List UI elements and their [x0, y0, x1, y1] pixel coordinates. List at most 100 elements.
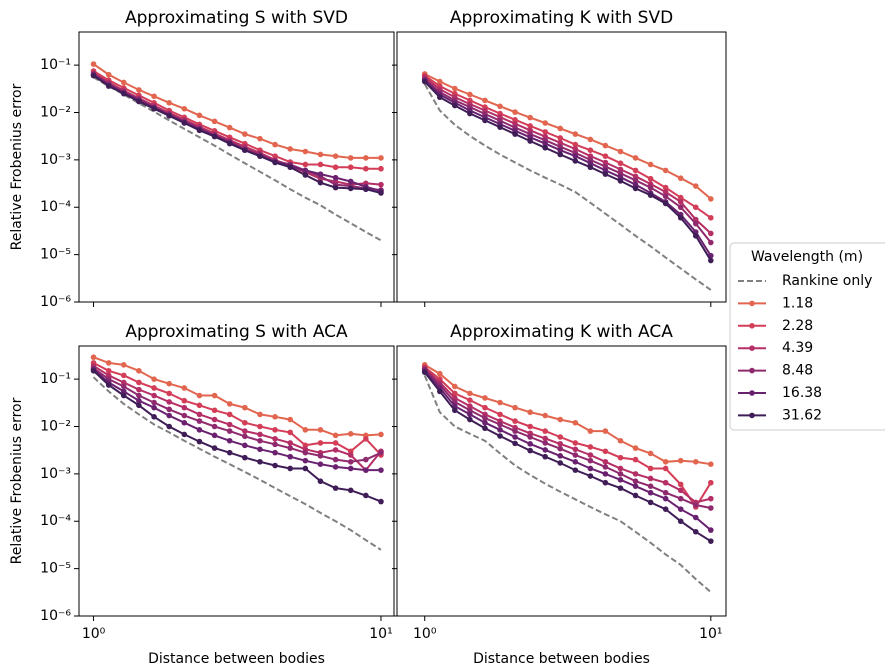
point — [512, 418, 518, 424]
point — [437, 94, 443, 101]
point — [708, 196, 714, 202]
point — [317, 171, 324, 177]
point — [512, 404, 518, 411]
point — [632, 478, 639, 485]
y-tick-label: 10⁻¹ — [40, 371, 71, 387]
point — [617, 170, 624, 177]
point — [647, 175, 654, 182]
series — [90, 366, 384, 473]
point — [677, 457, 684, 464]
point — [226, 411, 233, 418]
point — [467, 403, 473, 409]
point — [708, 461, 714, 467]
point — [587, 164, 594, 171]
point — [181, 419, 188, 426]
series — [90, 365, 384, 465]
point — [497, 103, 503, 110]
point — [257, 411, 263, 418]
legend-label: 4.39 — [782, 340, 813, 356]
point — [317, 440, 324, 446]
point — [302, 172, 309, 178]
point — [347, 487, 354, 494]
point — [512, 131, 518, 137]
series — [421, 365, 714, 506]
point — [662, 489, 669, 496]
point — [317, 179, 324, 186]
point — [257, 153, 263, 159]
y-tick-label: 10⁻⁴ — [40, 199, 71, 215]
point — [317, 161, 324, 168]
point — [347, 452, 354, 458]
point — [332, 432, 339, 439]
point — [662, 189, 669, 195]
point — [572, 153, 579, 159]
point — [378, 155, 384, 161]
point — [587, 457, 594, 464]
point — [166, 423, 172, 430]
reference-line — [92, 376, 382, 551]
point — [632, 492, 639, 499]
point — [602, 153, 609, 159]
series — [421, 72, 714, 221]
point — [572, 458, 579, 465]
point — [317, 151, 324, 158]
point — [617, 485, 624, 491]
point — [647, 499, 654, 506]
point — [647, 450, 654, 457]
point — [647, 475, 654, 482]
point — [421, 369, 428, 375]
point — [181, 105, 188, 112]
point — [677, 506, 684, 512]
point — [90, 61, 97, 67]
point — [257, 437, 263, 444]
legend-label: Rankine only — [782, 273, 872, 289]
point — [467, 407, 473, 414]
point — [572, 452, 579, 458]
point — [587, 160, 594, 167]
series-line — [423, 371, 712, 543]
series — [421, 364, 714, 510]
point — [242, 433, 248, 440]
point — [632, 173, 639, 180]
point — [242, 404, 248, 411]
legend-marker — [749, 345, 755, 352]
y-tick-label: 10⁻⁴ — [40, 513, 71, 529]
point — [452, 383, 458, 390]
point — [120, 379, 127, 386]
point — [512, 434, 518, 440]
point — [272, 141, 278, 148]
point — [662, 506, 669, 512]
point — [482, 425, 488, 432]
chart-title: Approximating S with SVD — [125, 8, 348, 28]
point — [647, 465, 654, 472]
y-axis-label: Relative Frobenius error — [9, 397, 25, 564]
x-tick-label: 10⁰ — [413, 626, 437, 642]
point — [181, 385, 188, 391]
point — [287, 429, 294, 436]
point — [166, 113, 172, 119]
point — [211, 445, 218, 451]
point — [572, 141, 579, 148]
point — [647, 489, 654, 496]
point — [257, 458, 263, 465]
point — [242, 131, 248, 137]
axes-frame — [396, 31, 727, 303]
point — [542, 453, 549, 460]
legend-marker — [749, 300, 755, 307]
point — [632, 456, 639, 463]
point — [647, 184, 654, 191]
series-line — [93, 362, 382, 456]
point — [632, 185, 639, 192]
point — [257, 431, 263, 438]
point — [632, 177, 639, 184]
point — [120, 79, 127, 86]
point — [677, 495, 684, 502]
point — [105, 382, 112, 388]
y-tick-label: 10⁻² — [40, 104, 71, 120]
point — [211, 118, 218, 125]
point — [677, 175, 684, 182]
point — [302, 442, 309, 449]
point — [347, 431, 354, 437]
point — [572, 158, 579, 164]
